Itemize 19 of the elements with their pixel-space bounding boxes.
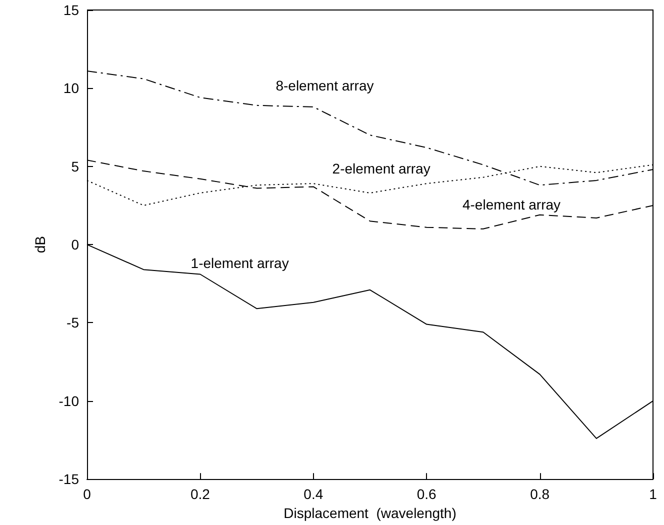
x-tick-label: 0.2 xyxy=(190,486,210,502)
y-tick-label: -10 xyxy=(58,392,80,409)
x-tick-label: 0.8 xyxy=(530,486,550,502)
series-label: 2-element array xyxy=(332,160,430,176)
x-axis-title: Displacement (wavelength) xyxy=(284,505,456,521)
x-tick-label: 0.4 xyxy=(304,486,324,502)
series-label: 8-element array xyxy=(276,77,374,94)
series-label: 1-element array xyxy=(190,254,289,271)
y-tick-label: 15 xyxy=(63,2,80,18)
y-tick-label: 10 xyxy=(63,80,80,96)
x-tick-label: 0.6 xyxy=(416,486,437,502)
y-tick-label: 0 xyxy=(71,236,80,253)
x-tick-label: 0 xyxy=(83,486,92,502)
series-label: 4-element array xyxy=(462,196,561,212)
x-tick-label: 1 xyxy=(649,486,658,502)
y-tick-label: 5 xyxy=(71,158,80,174)
y-axis-title: dB xyxy=(32,236,48,254)
y-tick-label: -15 xyxy=(58,471,80,488)
y-tick-label: -5 xyxy=(66,314,80,331)
